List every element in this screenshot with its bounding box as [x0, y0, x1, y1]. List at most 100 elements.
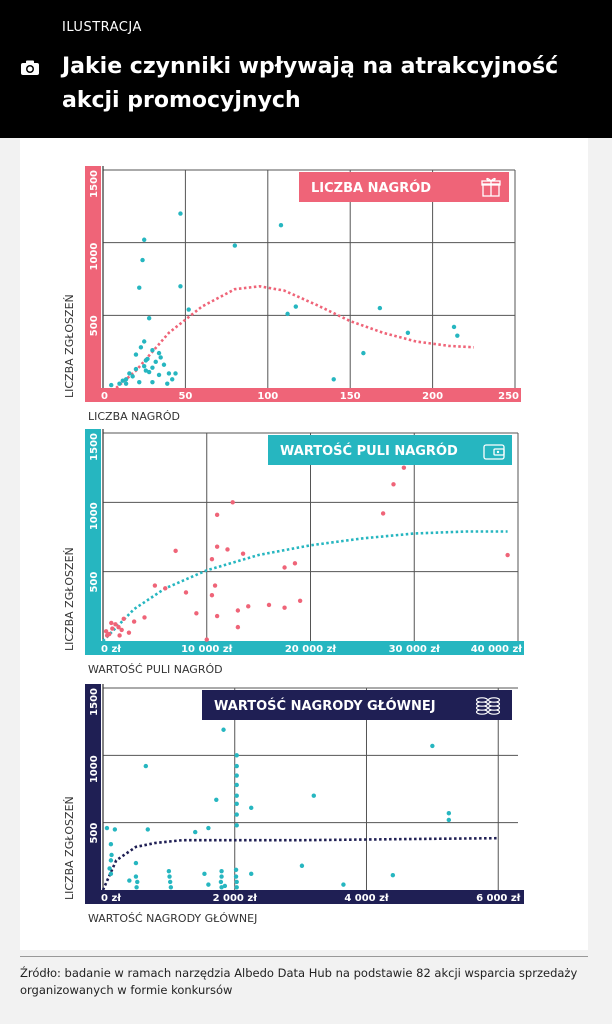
data-point [219, 868, 224, 874]
data-point [218, 879, 224, 885]
data-point [109, 620, 114, 626]
trend-line [115, 284, 474, 389]
data-point [225, 547, 230, 552]
wallet-dot [496, 450, 500, 454]
data-point [235, 624, 241, 630]
x-tick-label: 0 zł [101, 644, 121, 655]
data-point [150, 365, 155, 370]
x-tick-label: 150 [340, 391, 361, 402]
data-point [505, 552, 510, 558]
data-point [234, 879, 239, 885]
data-point [430, 743, 435, 749]
data-point [121, 616, 126, 622]
data-point [186, 307, 191, 312]
data-point [153, 359, 158, 365]
data-point [246, 604, 251, 609]
data-point [104, 633, 110, 638]
data-point [235, 608, 241, 613]
data-point [219, 874, 224, 879]
data-point [163, 586, 168, 591]
x-axis-band [97, 388, 521, 402]
data-point [183, 590, 189, 595]
data-point [142, 237, 147, 242]
data-point [117, 381, 122, 386]
data-point [168, 885, 174, 890]
data-point [142, 615, 147, 620]
data-point [206, 882, 211, 887]
kicker: ILUSTRACJA [62, 20, 142, 35]
x-tick-label: 2 000 zł [213, 893, 258, 904]
trend-line [102, 530, 508, 642]
data-point [234, 885, 239, 890]
data-point [221, 727, 226, 732]
data-point [112, 827, 118, 832]
data-point [206, 825, 211, 831]
data-point [156, 372, 162, 378]
data-point [446, 817, 452, 823]
x-tick-label: 0 [101, 391, 108, 402]
data-point [173, 371, 178, 376]
data-point [127, 878, 132, 883]
data-point [249, 805, 254, 811]
data-point [138, 345, 144, 350]
data-point [133, 874, 139, 879]
data-point [140, 257, 145, 263]
chart-title-badge [268, 435, 512, 465]
data-point [142, 339, 147, 344]
x-axis-label: WARTOŚĆ PULI NAGRÓD [88, 663, 223, 676]
data-point [361, 350, 366, 356]
x-tick-label: 40 000 zł [471, 644, 523, 655]
data-point [285, 311, 290, 317]
y-tick-label: 500 [89, 572, 100, 593]
x-axis-band [97, 890, 524, 904]
data-point [166, 868, 172, 874]
data-point [214, 544, 220, 549]
y-axis-band [85, 166, 101, 402]
data-point [158, 355, 163, 360]
data-point [266, 602, 272, 608]
data-point [108, 842, 114, 847]
x-tick-label: 20 000 zł [285, 644, 337, 655]
data-point [173, 548, 178, 554]
data-point [282, 565, 287, 570]
source-note: Źródło: badanie w ramach narzędzia Albed… [20, 956, 588, 999]
y-tick-label: 1000 [89, 502, 100, 530]
data-point [293, 304, 299, 309]
data-point [145, 827, 150, 832]
data-point [292, 561, 298, 566]
x-tick-label: 100 [257, 391, 278, 402]
x-axis-label: WARTOŚĆ NAGRODY GŁÓWNEJ [88, 912, 257, 925]
data-point [193, 829, 198, 835]
data-point [116, 624, 121, 630]
y-axis-band [85, 429, 101, 655]
data-point [455, 333, 460, 338]
data-point [156, 350, 162, 356]
data-point [130, 374, 135, 379]
data-point [113, 622, 118, 627]
data-point [133, 352, 139, 357]
data-point [341, 882, 346, 887]
data-point [104, 825, 110, 831]
data-point [178, 284, 183, 289]
data-point [117, 633, 122, 638]
y-axis-label: LICZBA ZGŁOSZEŃ [63, 547, 76, 651]
chart-title-badge [202, 690, 512, 720]
data-point [451, 324, 457, 330]
data-point [110, 626, 115, 631]
chart-title: WARTOŚĆ PULI NAGRÓD [280, 443, 458, 459]
data-point [143, 368, 149, 373]
x-axis-band [97, 641, 524, 655]
data-point [446, 811, 452, 816]
data-point [234, 793, 239, 798]
data-point [405, 330, 411, 335]
x-axis-label: LICZBA NAGRÓD [88, 410, 180, 423]
x-tick-label: 50 [178, 391, 192, 402]
data-point [167, 874, 172, 879]
data-point [297, 598, 303, 603]
coins-icon [475, 697, 501, 715]
x-tick-label: 6 000 zł [476, 893, 521, 904]
data-point [152, 583, 158, 588]
data-point [234, 763, 239, 769]
data-point [103, 629, 109, 634]
y-tick-label: 500 [89, 823, 100, 844]
